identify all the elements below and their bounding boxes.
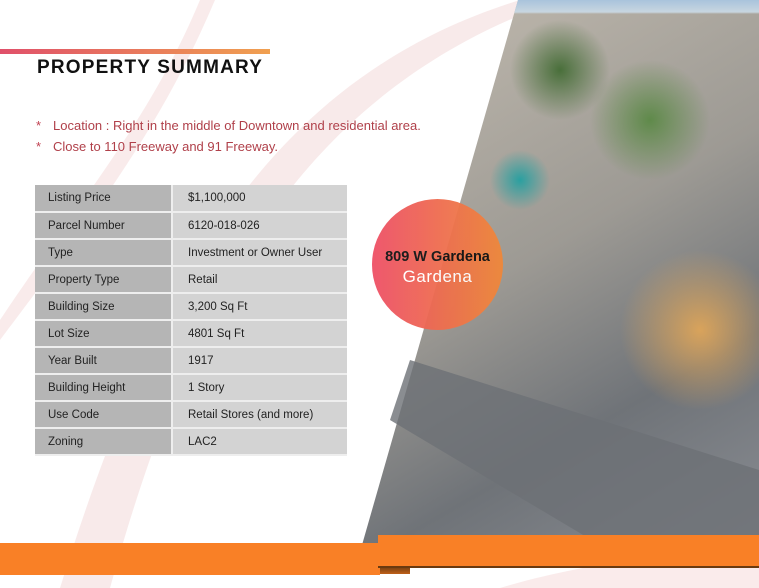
row-value: $1,100,000	[172, 185, 347, 213]
highlight-text: Location : Right in the middle of Downto…	[53, 118, 421, 133]
row-label: Type	[35, 239, 173, 267]
table-row: Year Built 1917	[35, 347, 347, 375]
row-value: 1917	[172, 347, 347, 375]
row-value: 1 Story	[172, 374, 347, 402]
row-value: Investment or Owner User	[172, 239, 347, 267]
table-row: Building Size 3,200 Sq Ft	[35, 293, 347, 321]
table-row: Zoning LAC2	[35, 428, 347, 456]
address-badge: 809 W Gardena Gardena	[372, 199, 503, 330]
row-label: Building Size	[35, 293, 173, 321]
property-details-table: Listing Price $1,100,000 Parcel Number 612…	[35, 185, 347, 456]
table-row: Building Height 1 Story	[35, 374, 347, 402]
footer-band-left	[0, 543, 380, 575]
row-value: 4801 Sq Ft	[172, 320, 347, 348]
badge-address: 809 W Gardena	[385, 249, 490, 265]
bullet-marker: *	[36, 139, 42, 154]
highlight-item: * Close to 110 Freeway and 91 Freeway.	[36, 136, 421, 157]
table-row: Lot Size 4801 Sq Ft	[35, 320, 347, 348]
badge-city: Gardena	[402, 267, 473, 286]
title-accent-line	[0, 49, 270, 54]
row-value: Retail	[172, 266, 347, 294]
table-row: Property Type Retail	[35, 266, 347, 294]
row-label: Property Type	[35, 266, 173, 294]
highlights-list: * Location : Right in the middle of Downt…	[36, 115, 421, 157]
row-label: Building Height	[35, 374, 173, 402]
row-label: Lot Size	[35, 320, 173, 348]
row-label: Use Code	[35, 401, 173, 429]
row-value: 6120-018-026	[172, 212, 347, 240]
table-row: Use Code Retail Stores (and more)	[35, 401, 347, 429]
bullet-marker: *	[36, 118, 42, 133]
table-row: Parcel Number 6120-018-026	[35, 212, 347, 240]
row-label: Zoning	[35, 428, 173, 456]
row-label: Parcel Number	[35, 212, 173, 240]
row-value: Retail Stores (and more)	[172, 401, 347, 429]
highlight-item: * Location : Right in the middle of Downt…	[36, 115, 421, 136]
row-label: Listing Price	[35, 185, 173, 213]
table-row: Listing Price $1,100,000	[35, 185, 347, 213]
row-value: LAC2	[172, 428, 347, 456]
highlight-text: Close to 110 Freeway and 91 Freeway.	[53, 139, 278, 154]
row-value: 3,200 Sq Ft	[172, 293, 347, 321]
table-row: Type Investment or Owner User	[35, 239, 347, 267]
page-title: PROPERTY SUMMARY	[37, 57, 264, 78]
footer-band-fold	[380, 566, 410, 574]
footer-band-right	[378, 535, 759, 566]
row-label: Year Built	[35, 347, 173, 375]
